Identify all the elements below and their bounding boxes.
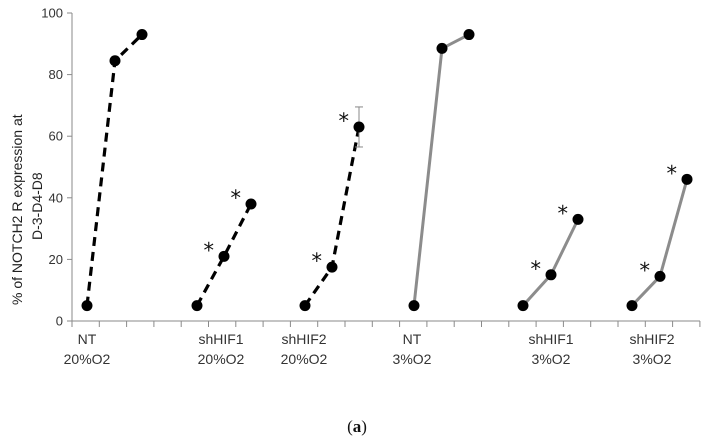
series-line <box>412 33 470 306</box>
series-line <box>303 126 361 307</box>
data-point <box>436 42 448 54</box>
y-tick-label: 60 <box>49 129 63 144</box>
caption-letter: a <box>353 417 362 436</box>
data-point <box>626 300 638 312</box>
significance-star: * <box>312 249 323 273</box>
group-label-line1: NT <box>78 331 97 347</box>
significance-star: * <box>204 238 215 262</box>
group-label-line2: 20%O2 <box>281 351 328 367</box>
significance-star: * <box>531 257 542 281</box>
series-line <box>630 178 689 307</box>
group-label-line1: NT <box>403 331 422 347</box>
significance-star: * <box>231 186 242 210</box>
series-line <box>85 33 144 306</box>
data-point <box>218 250 230 262</box>
group-label-line2: 20%O2 <box>198 351 245 367</box>
significance-star: * <box>339 109 350 133</box>
data-point <box>353 121 365 133</box>
data-point <box>109 55 121 67</box>
series-line <box>195 203 253 307</box>
y-tick-label: 40 <box>49 190 63 205</box>
y-tick-label: 20 <box>49 252 63 267</box>
group-label-line1: shHIF2 <box>629 331 674 347</box>
data-point <box>299 300 311 312</box>
group-label-line1: shHIF2 <box>281 331 326 347</box>
group-label-line2: 20%O2 <box>64 351 111 367</box>
significance-star: * <box>640 258 651 282</box>
group-label-line2: 3%O2 <box>393 351 432 367</box>
caption-open-paren: ( <box>347 417 353 436</box>
data-point <box>572 213 584 225</box>
group-label-line2: 3%O2 <box>532 351 571 367</box>
data-point <box>136 29 148 41</box>
data-point <box>654 270 666 282</box>
data-point <box>191 300 203 312</box>
data-point <box>245 198 257 210</box>
data-point <box>81 300 93 312</box>
significance-star: * <box>558 201 569 225</box>
y-tick-label: 100 <box>41 6 63 21</box>
data-point <box>545 269 557 281</box>
data-point <box>517 300 529 312</box>
group-label-line1: shHIF1 <box>528 331 573 347</box>
group-label-line1: shHIF1 <box>198 331 243 347</box>
significance-star: * <box>667 161 678 185</box>
data-point <box>408 300 420 312</box>
y-axis-label-line2: D-3-D4-D8 <box>29 172 45 240</box>
y-tick-label: 0 <box>56 314 63 329</box>
y-axis-label-line1: % of NOTCH2 R expression at <box>9 114 25 305</box>
data-point <box>326 261 338 273</box>
data-point <box>463 29 475 41</box>
caption-close-paren: ) <box>361 417 367 436</box>
figure-caption: (a) <box>347 417 367 436</box>
group-label-line2: 3%O2 <box>633 351 672 367</box>
data-point <box>681 173 693 185</box>
plot-area: 0 20 40 60 80 100 NT 20%O2 * * shHIF1 20%O2 * * shHIF2… <box>41 6 701 367</box>
y-tick-label: 80 <box>49 67 63 82</box>
